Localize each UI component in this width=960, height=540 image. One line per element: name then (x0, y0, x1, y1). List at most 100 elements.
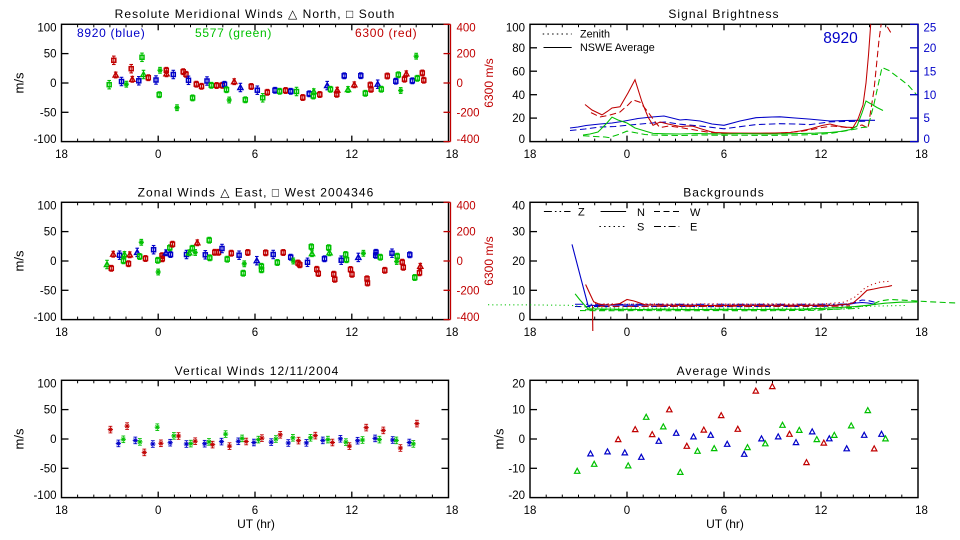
svg-text:0: 0 (924, 134, 930, 146)
svg-text:8920 (blue): 8920 (blue) (77, 26, 145, 40)
svg-text:50: 50 (44, 49, 57, 61)
svg-text:0: 0 (519, 134, 525, 146)
svg-text:Resolute Meridional Winds △: Resolute Meridional Winds △ North, □ Sou… (115, 7, 396, 21)
svg-text:N: N (637, 207, 645, 219)
svg-text:0: 0 (519, 312, 525, 324)
svg-text:-20: -20 (508, 490, 525, 502)
svg-text:5577 (green): 5577 (green) (195, 26, 272, 40)
svg-text:20: 20 (924, 43, 937, 55)
svg-text:6: 6 (721, 327, 727, 339)
svg-text:m/s: m/s (492, 428, 507, 449)
svg-text:S: S (637, 222, 644, 234)
svg-text:m/s: m/s (12, 72, 27, 93)
svg-text:NSWE Average: NSWE Average (580, 42, 655, 54)
svg-text:-50: -50 (40, 463, 57, 475)
svg-text:20: 20 (512, 113, 525, 125)
svg-text:18: 18 (446, 149, 459, 161)
svg-text:18: 18 (55, 149, 68, 161)
svg-text:60: 60 (512, 66, 525, 78)
svg-text:-400: -400 (457, 134, 480, 146)
svg-text:400: 400 (457, 201, 476, 213)
svg-text:18: 18 (524, 149, 537, 161)
svg-text:50: 50 (44, 405, 57, 417)
svg-text:Zenith: Zenith (580, 29, 610, 41)
svg-text:18: 18 (915, 149, 928, 161)
svg-text:-100: -100 (33, 134, 56, 146)
svg-text:18: 18 (915, 327, 928, 339)
svg-text:0: 0 (519, 434, 525, 446)
svg-text:0: 0 (624, 505, 630, 517)
svg-text:W: W (690, 207, 701, 219)
svg-text:6300 (red): 6300 (red) (355, 26, 417, 40)
svg-text:6: 6 (252, 505, 258, 517)
svg-text:12: 12 (345, 149, 358, 161)
svg-text:0: 0 (50, 78, 56, 90)
svg-text:10: 10 (512, 285, 525, 297)
svg-text:200: 200 (457, 49, 476, 61)
svg-text:200: 200 (457, 227, 476, 239)
svg-text:20: 20 (512, 379, 525, 391)
svg-text:UT (hr): UT (hr) (237, 517, 275, 531)
svg-text:0: 0 (624, 327, 630, 339)
svg-text:Vertical Winds 12/11/2004: Vertical Winds 12/11/2004 (175, 364, 340, 378)
svg-text:m/s: m/s (12, 428, 27, 449)
svg-text:12: 12 (345, 505, 358, 517)
svg-text:UT (hr): UT (hr) (706, 517, 744, 531)
svg-text:18: 18 (524, 505, 537, 517)
svg-text:6300 m/s: 6300 m/s (482, 58, 496, 107)
svg-text:40: 40 (512, 201, 525, 213)
svg-text:20: 20 (512, 256, 525, 268)
svg-text:m/s: m/s (12, 250, 27, 271)
svg-text:12: 12 (815, 505, 828, 517)
svg-text:Backgrounds: Backgrounds (683, 186, 765, 200)
svg-text:10: 10 (512, 405, 525, 417)
svg-text:6: 6 (721, 149, 727, 161)
svg-text:-100: -100 (33, 312, 56, 324)
svg-text:30: 30 (512, 227, 525, 239)
svg-text:0: 0 (457, 256, 463, 268)
svg-text:100: 100 (506, 23, 525, 35)
svg-text:-100: -100 (33, 490, 56, 502)
svg-text:0: 0 (155, 149, 161, 161)
svg-text:-50: -50 (40, 285, 57, 297)
svg-text:-400: -400 (457, 312, 480, 324)
svg-text:15: 15 (924, 66, 937, 78)
svg-text:10: 10 (924, 90, 937, 102)
svg-text:0: 0 (155, 505, 161, 517)
svg-text:25: 25 (924, 23, 937, 35)
svg-text:0: 0 (155, 327, 161, 339)
svg-text:-10: -10 (508, 463, 525, 475)
svg-text:100: 100 (37, 23, 56, 35)
svg-text:18: 18 (524, 327, 537, 339)
svg-text:18: 18 (446, 327, 459, 339)
svg-text:Z: Z (578, 207, 585, 219)
svg-text:18: 18 (915, 505, 928, 517)
svg-text:18: 18 (446, 505, 459, 517)
svg-text:E: E (690, 222, 697, 234)
svg-text:18: 18 (55, 505, 68, 517)
svg-text:80: 80 (512, 43, 525, 55)
svg-text:18: 18 (55, 327, 68, 339)
svg-text:0: 0 (50, 434, 56, 446)
svg-text:5: 5 (924, 113, 930, 125)
svg-text:8920: 8920 (823, 30, 858, 47)
svg-text:50: 50 (44, 227, 57, 239)
svg-text:12: 12 (815, 327, 828, 339)
svg-text:100: 100 (37, 379, 56, 391)
svg-text:Zonal Winds △ East, □ West: Zonal Winds △ East, □ West 2004346 (138, 186, 375, 200)
svg-text:-200: -200 (457, 107, 480, 119)
svg-text:Signal Brightness: Signal Brightness (668, 7, 779, 21)
svg-text:6: 6 (252, 149, 258, 161)
svg-text:6: 6 (252, 327, 258, 339)
svg-text:0: 0 (457, 78, 463, 90)
svg-text:40: 40 (512, 90, 525, 102)
svg-text:Average Winds: Average Winds (677, 364, 772, 378)
svg-text:-200: -200 (457, 285, 480, 297)
svg-text:6300 m/s: 6300 m/s (482, 236, 496, 285)
svg-text:-50: -50 (40, 107, 57, 119)
svg-text:0: 0 (50, 256, 56, 268)
svg-text:12: 12 (815, 149, 828, 161)
svg-text:100: 100 (37, 201, 56, 213)
svg-text:0: 0 (624, 149, 630, 161)
svg-text:12: 12 (345, 327, 358, 339)
